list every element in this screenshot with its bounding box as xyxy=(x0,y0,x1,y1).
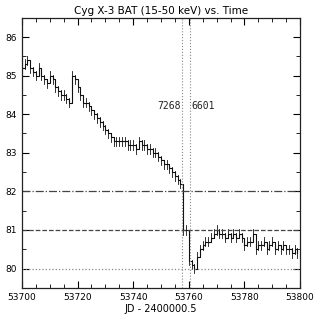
Text: 7268: 7268 xyxy=(157,101,181,111)
Title: Cyg X-3 BAT (15-50 keV) vs. Time: Cyg X-3 BAT (15-50 keV) vs. Time xyxy=(74,5,248,16)
X-axis label: JD - 2400000.5: JD - 2400000.5 xyxy=(125,304,197,315)
Text: 6601: 6601 xyxy=(191,101,214,111)
